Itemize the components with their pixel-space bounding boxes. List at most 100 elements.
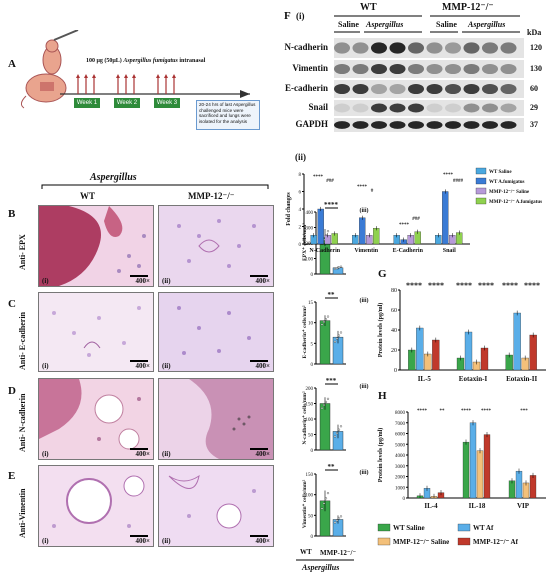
histology-group-title: Aspergillus <box>90 172 137 183</box>
wb-band <box>500 83 517 95</box>
wb-band <box>426 103 443 113</box>
bar <box>529 334 537 371</box>
magnification-label: 400× <box>135 537 151 545</box>
wb-band <box>408 42 424 54</box>
y-axis-label: Protein levels (pg/ml) <box>377 428 384 483</box>
y-tick-label: 100 <box>306 258 314 263</box>
y-tick-label: 150 <box>306 473 314 478</box>
legend-swatch <box>475 197 487 205</box>
quant-ylabel: N-cadherin⁺ cells/mm² <box>301 391 308 445</box>
y-tick-label: 5 <box>311 342 314 347</box>
data-point <box>333 435 337 438</box>
scale-bar <box>130 448 148 450</box>
panel-label-f-ii: (ii) <box>295 152 306 162</box>
data-point <box>337 266 341 269</box>
legend-swatch <box>475 167 487 175</box>
sub-label-ii: (ii) <box>162 450 171 458</box>
quant-group-label: Aspergillus <box>302 563 340 572</box>
wb-strip <box>334 60 524 78</box>
x-tick-label: Vimentin <box>354 248 378 254</box>
panel-label-b: B <box>8 208 16 220</box>
bar <box>483 434 491 499</box>
y-tick-label: 300 <box>306 227 314 232</box>
significance-label: ** <box>440 409 446 414</box>
wb-protein-label: GAPDH <box>295 119 329 129</box>
group-bracket <box>41 184 269 189</box>
x-tick-label: N-Cadherin <box>309 248 340 254</box>
bar <box>359 217 366 245</box>
y-tick-label: 0 <box>311 449 314 454</box>
bar <box>476 450 484 499</box>
bar <box>480 347 489 371</box>
panel-label-d: D <box>8 385 16 397</box>
wb-kda-value: 37 <box>530 120 538 129</box>
y-tick-label: 0 <box>311 535 314 540</box>
y-tick-label: 0 <box>403 497 406 502</box>
data-point <box>324 400 328 404</box>
data-point <box>322 320 326 323</box>
significance-label: #### <box>453 179 464 184</box>
wb-band <box>463 63 480 75</box>
data-point <box>322 403 326 407</box>
bar <box>432 339 440 371</box>
sub-label-ii: (ii) <box>162 537 171 545</box>
data-point <box>324 318 328 321</box>
wb-band <box>334 63 350 75</box>
magnification-label: 400× <box>255 277 271 285</box>
y-tick-label: 2 <box>299 226 302 231</box>
significance-label: ### <box>412 217 420 222</box>
route-text: intranasal <box>179 58 206 64</box>
significance-label: **** <box>478 281 494 290</box>
wb-band <box>352 63 369 75</box>
magnification-label: 400× <box>135 277 151 285</box>
data-point <box>335 519 339 522</box>
significance-label: # <box>371 189 374 194</box>
timeline <box>60 74 250 98</box>
x-tick-label: IL-4 <box>424 502 438 510</box>
wb-band <box>500 121 517 129</box>
wb-aspergillus-wt: Aspergillus <box>366 20 404 29</box>
legend-label: WT Saline <box>393 524 425 532</box>
legend-swatch <box>457 523 471 532</box>
wb-band <box>445 42 461 54</box>
data-point <box>333 340 337 343</box>
wb-strip <box>334 38 524 58</box>
sub-label-i: (i) <box>42 450 49 458</box>
histology-tile-d-mmp12: (ii) 400× <box>158 378 274 460</box>
legend-label: MMP-12⁻/⁻ A.fumigatus <box>489 200 542 205</box>
wb-band <box>408 63 424 75</box>
wb-band <box>500 103 517 113</box>
sub-label-i: (i) <box>42 537 49 545</box>
data-point <box>320 407 324 410</box>
data-point <box>335 432 339 435</box>
significance-label: **** <box>456 281 472 290</box>
data-point <box>339 515 343 518</box>
scale-bar <box>250 275 268 277</box>
legend-label: WT Saline <box>489 170 512 175</box>
significance-label: **** <box>406 281 422 290</box>
sub-label-ii: (ii) <box>162 277 171 285</box>
significance-label: **** <box>443 173 454 178</box>
quant-chart-2: 0 50 100 150 200 *** N-cadherin⁺ cells/mm² (iii… <box>301 377 369 454</box>
agent-text: Aspergillus fumigatus <box>123 58 178 64</box>
wb-band <box>445 103 461 113</box>
significance-label: **** <box>461 409 472 414</box>
wb-subheader-lines <box>334 31 520 33</box>
bar <box>319 403 331 451</box>
significance-label: **** <box>399 223 410 228</box>
week-2-badge: Week 2 <box>114 98 140 108</box>
bar <box>515 470 523 499</box>
y-tick-label: 8 <box>299 173 302 178</box>
y-tick-label: 400 <box>306 211 314 216</box>
wb-band <box>482 42 498 54</box>
wb-protein-label: Vimentin <box>292 63 328 73</box>
bar <box>513 312 521 371</box>
data-point <box>333 267 337 271</box>
scale-bar <box>130 535 148 537</box>
wb-band <box>445 83 461 95</box>
quant-group-bracket <box>296 559 354 561</box>
x-tick-label: Snail <box>443 248 456 254</box>
wb-band <box>334 42 350 54</box>
data-point <box>337 334 341 337</box>
magnification-label: 400× <box>135 450 151 458</box>
